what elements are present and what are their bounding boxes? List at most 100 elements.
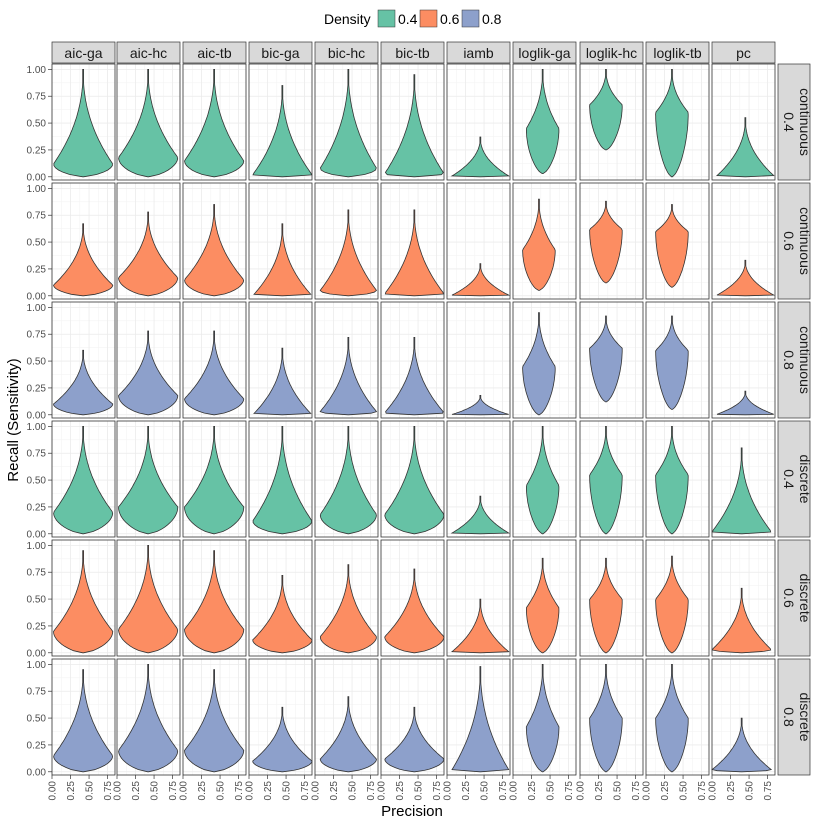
legend-label-0.6: 0.6 — [440, 11, 460, 27]
panel-border — [116, 539, 181, 657]
x-tick-label: 0.50 — [679, 781, 690, 801]
panel-pc-continuous-0.4 — [711, 63, 776, 181]
panel-aic-hc-discrete-0.4 — [116, 420, 181, 538]
panel-border — [512, 539, 577, 657]
y-tick-label: 0.25 — [27, 145, 47, 156]
panel-loglik-hc-continuous-0.4 — [579, 63, 644, 181]
panel-aic-tb-discrete-0.4 — [182, 420, 247, 538]
strip-col-loglik-ga — [512, 41, 577, 64]
panel-aic-hc-continuous-0.8 — [116, 301, 181, 419]
strip-col-loglik-hc — [579, 41, 644, 64]
y-tick-label: 0.50 — [27, 119, 47, 130]
x-tick-label: 0.25 — [395, 781, 406, 801]
panel-border — [711, 420, 776, 538]
panel-border — [51, 63, 116, 181]
panel-loglik-hc-discrete-0.6 — [579, 539, 644, 657]
strip-row-density: 0.8 — [781, 707, 797, 727]
panel-border — [51, 182, 116, 300]
panel-border — [314, 182, 379, 300]
strip-row-type: discrete — [797, 454, 813, 503]
violin-aic-ga — [53, 223, 114, 297]
violin-bic-ga — [252, 85, 313, 178]
panel-aic-tb-discrete-0.8 — [182, 658, 247, 776]
strip-col-label: pc — [736, 45, 751, 61]
x-tick-label: 0.25 — [66, 781, 77, 801]
panel-bic-tb-discrete-0.4 — [380, 420, 445, 538]
violin-pc — [716, 259, 776, 297]
panel-border — [512, 420, 577, 538]
x-tick-label: 0.25 — [594, 781, 605, 801]
strip-row-4 — [777, 539, 811, 657]
panel-aic-ga-continuous-0.4 — [51, 63, 116, 181]
violin-iamb — [451, 263, 511, 297]
panel-border — [446, 63, 511, 181]
panel-border — [51, 420, 116, 538]
panel-border — [116, 420, 181, 538]
panel-loglik-hc-continuous-0.6 — [579, 182, 644, 300]
panel-border — [182, 182, 247, 300]
violin-bic-hc — [319, 564, 377, 654]
x-tick-label: 0.00 — [311, 781, 322, 801]
panel-loglik-ga-discrete-0.8 — [512, 658, 577, 776]
panel-loglik-ga-discrete-0.4 — [512, 420, 577, 538]
panel-border — [579, 658, 644, 776]
x-tick-label: 0.00 — [642, 781, 653, 801]
panel-border — [645, 658, 710, 776]
panel-aic-tb-continuous-0.4 — [182, 63, 247, 181]
y-tick-label: 0.00 — [27, 410, 47, 421]
violin-bic-tb — [384, 74, 444, 178]
panel-border — [314, 658, 379, 776]
panel-aic-tb-continuous-0.6 — [182, 182, 247, 300]
panel-bic-hc-continuous-0.8 — [314, 301, 379, 419]
violin-aic-tb — [184, 330, 245, 416]
panel-border — [711, 658, 776, 776]
x-tick-label: 0.00 — [576, 781, 587, 801]
strip-col-pc — [711, 41, 776, 64]
violin-bic-ga — [253, 223, 312, 297]
panel-border — [645, 539, 710, 657]
y-tick-label: 0.25 — [27, 740, 47, 751]
panel-border — [116, 301, 181, 419]
violin-pc — [711, 717, 773, 773]
panel-border — [645, 182, 710, 300]
violin-bic-tb — [384, 209, 444, 297]
panel-aic-ga-continuous-0.8 — [51, 301, 116, 419]
violin-loglik-hc — [589, 69, 623, 151]
panel-loglik-tb-discrete-0.6 — [645, 539, 710, 657]
x-tick-label: 0.75 — [564, 781, 575, 801]
panel-pc-discrete-0.6 — [711, 539, 776, 657]
panel-bic-ga-discrete-0.8 — [248, 658, 313, 776]
panel-border — [248, 658, 313, 776]
x-tick-label: 0.50 — [85, 781, 96, 801]
violin-bic-tb — [384, 426, 445, 535]
panel-border — [711, 301, 776, 419]
panel-aic-hc-discrete-0.6 — [116, 539, 181, 657]
panel-border — [182, 63, 247, 181]
y-tick-label: 0.00 — [27, 529, 47, 540]
panel-border — [182, 539, 247, 657]
y-tick-label: 0.50 — [27, 714, 47, 725]
x-tick-label: 0.50 — [414, 781, 425, 801]
strip-col-label: loglik-hc — [586, 45, 637, 61]
violin-bic-tb — [384, 568, 445, 654]
violin-pc — [712, 447, 772, 535]
x-tick-label: 0.25 — [197, 781, 208, 801]
strip-col-loglik-tb — [645, 41, 710, 64]
y-tick-label: 0.50 — [27, 238, 47, 249]
violin-bic-tb — [384, 706, 445, 773]
x-tick-label: 0.00 — [509, 781, 520, 801]
panel-pc-continuous-0.6 — [711, 182, 776, 300]
violin-aic-hc — [118, 330, 179, 416]
panel-border — [711, 182, 776, 300]
panel-border — [579, 182, 644, 300]
x-tick-label: 0.50 — [348, 781, 359, 801]
strip-row-density: 0.4 — [781, 112, 797, 132]
violin-bic-ga — [252, 575, 313, 654]
violin-iamb — [450, 495, 511, 535]
violin-aic-tb — [184, 69, 245, 178]
x-tick-label: 0.00 — [443, 781, 454, 801]
panel-aic-hc-discrete-0.8 — [116, 658, 181, 776]
panel-loglik-tb-continuous-0.8 — [645, 301, 710, 419]
panel-aic-ga-discrete-0.4 — [51, 420, 116, 538]
violin-iamb — [451, 666, 510, 773]
